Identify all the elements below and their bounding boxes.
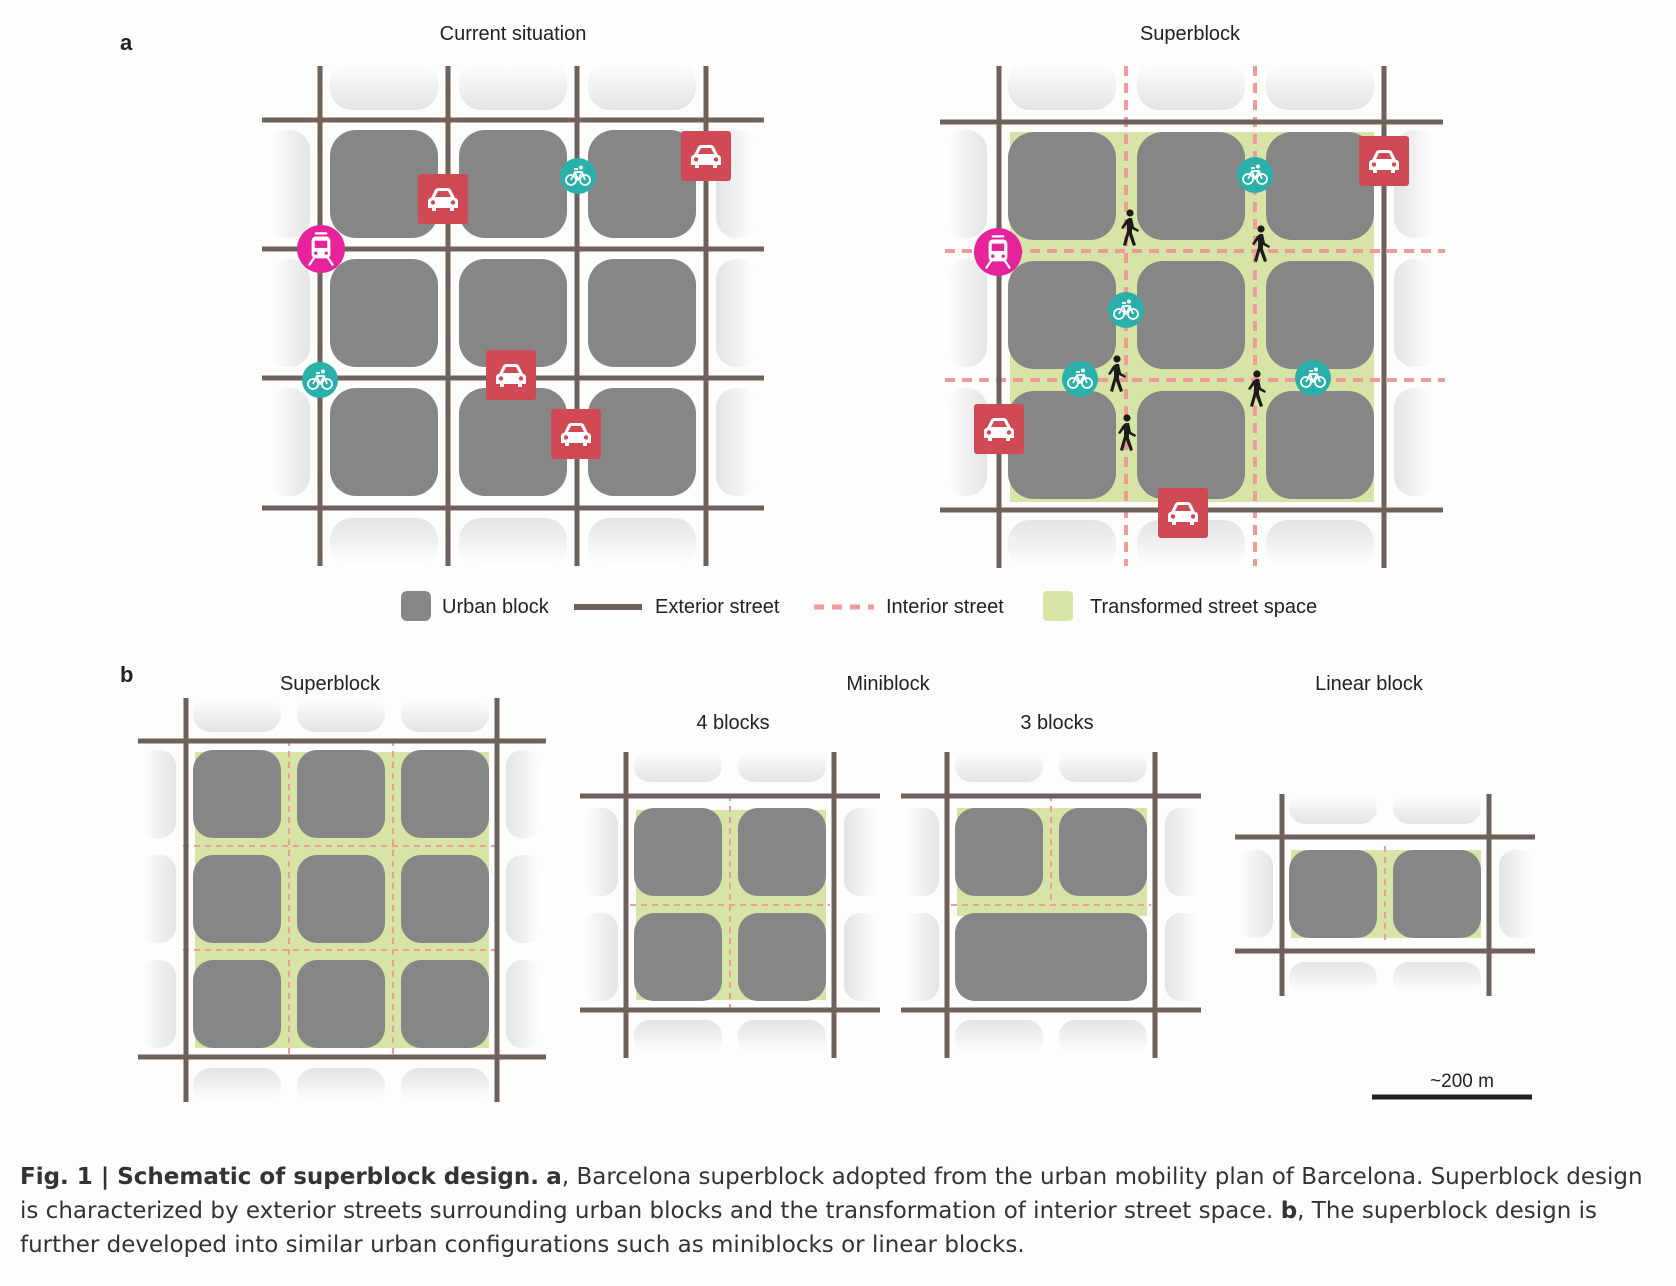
panel-label-b: b bbox=[120, 662, 133, 687]
ghost-blocks bbox=[140, 696, 542, 1104]
exterior-streets bbox=[901, 752, 1201, 1058]
car-icon bbox=[1359, 136, 1409, 186]
title-miniblock: Miniblock bbox=[846, 673, 930, 695]
scale-bar: ~200 m bbox=[1372, 1071, 1532, 1100]
caption-fig-label: Fig. 1 | Schematic of superblock design. bbox=[20, 1164, 539, 1190]
car-icon bbox=[418, 174, 468, 224]
legend-label-exterior-street: Exterior street bbox=[655, 596, 780, 618]
tram-icon bbox=[297, 225, 345, 273]
legend-swatch-transformed bbox=[1043, 591, 1073, 621]
superblock-diagram-a bbox=[940, 60, 1445, 570]
interior-streets bbox=[945, 66, 1445, 566]
car-icon bbox=[681, 131, 731, 181]
urban-blocks bbox=[634, 808, 826, 1001]
ghost-blocks bbox=[1237, 792, 1535, 994]
ghost-blocks bbox=[903, 750, 1201, 1056]
miniblock-4-diagram bbox=[580, 750, 880, 1058]
legend-label-transformed: Transformed street space bbox=[1090, 596, 1317, 618]
caption-b-label: b bbox=[1280, 1198, 1298, 1224]
interior-streets bbox=[630, 795, 830, 1008]
car-icon bbox=[486, 350, 536, 400]
title-superblock-b: Superblock bbox=[280, 673, 381, 695]
ghost-blocks bbox=[268, 60, 758, 568]
legend: Urban block Exterior street Interior str… bbox=[401, 591, 1317, 621]
scale-bar-label: ~200 m bbox=[1430, 1071, 1494, 1092]
tram-icon bbox=[974, 228, 1022, 276]
interior-streets bbox=[183, 740, 499, 1058]
miniblock-3-diagram bbox=[901, 750, 1201, 1058]
interior-streets bbox=[951, 795, 1151, 906]
caption-b-text: , The superblock design is further devel… bbox=[20, 1198, 1597, 1258]
title-4-blocks: 4 blocks bbox=[696, 712, 769, 734]
urban-blocks bbox=[330, 130, 696, 496]
bicycle-icon bbox=[560, 158, 596, 194]
superblock-schematic-figure: a b Current situation Superblock Superbl… bbox=[120, 23, 1535, 1104]
legend-label-urban-block: Urban block bbox=[442, 596, 550, 618]
car-icon bbox=[1158, 488, 1208, 538]
bicycle-icon bbox=[1062, 361, 1098, 397]
urban-blocks bbox=[1008, 132, 1374, 499]
bicycle-icon bbox=[1237, 157, 1273, 193]
title-superblock-a: Superblock bbox=[1140, 23, 1241, 45]
title-3-blocks: 3 blocks bbox=[1020, 712, 1093, 734]
bicycle-icon bbox=[1108, 292, 1144, 328]
caption-a-text: , Barcelona superblock adopted from the … bbox=[20, 1164, 1643, 1224]
ghost-blocks bbox=[582, 750, 880, 1056]
exterior-streets bbox=[138, 698, 546, 1102]
urban-blocks bbox=[193, 750, 489, 1048]
car-icon bbox=[551, 409, 601, 459]
car-icon bbox=[974, 404, 1024, 454]
exterior-streets bbox=[580, 752, 880, 1058]
figure-caption: Fig. 1 | Schematic of superblock design.… bbox=[20, 1160, 1660, 1262]
urban-blocks bbox=[1289, 850, 1481, 938]
legend-swatch-urban-block bbox=[401, 591, 431, 621]
exterior-streets bbox=[1235, 794, 1535, 996]
title-current-situation: Current situation bbox=[440, 23, 587, 45]
current-situation-diagram bbox=[262, 60, 764, 568]
legend-label-interior-street: Interior street bbox=[886, 596, 1004, 618]
superblock-diagram-b bbox=[138, 696, 546, 1104]
bicycle-icon bbox=[1295, 360, 1331, 396]
caption-a-label: a bbox=[546, 1164, 562, 1190]
title-linear-block: Linear block bbox=[1315, 673, 1424, 695]
bicycle-icon bbox=[302, 362, 338, 398]
panel-label-a: a bbox=[120, 30, 133, 55]
urban-blocks bbox=[955, 808, 1147, 1001]
linear-block-diagram bbox=[1235, 792, 1535, 996]
